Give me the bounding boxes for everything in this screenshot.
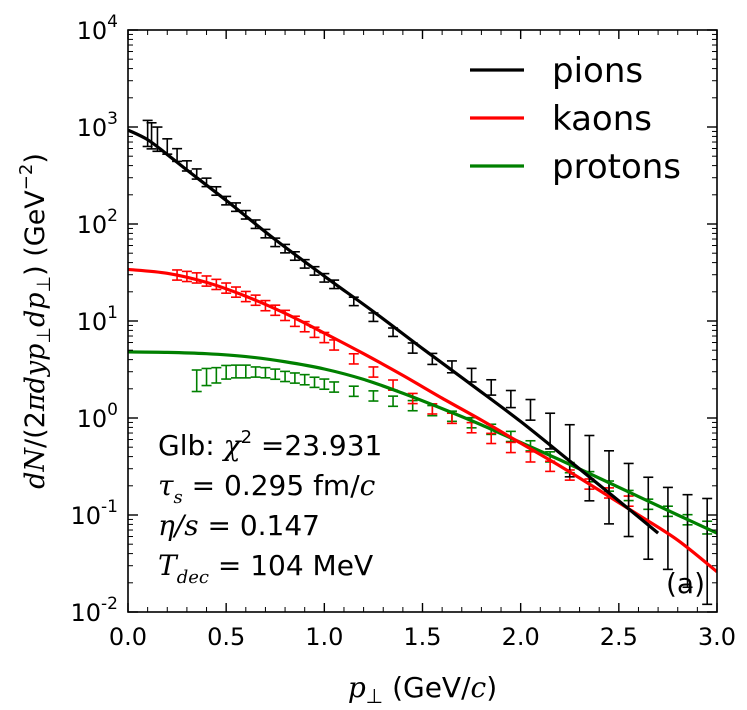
x-tick-label: 0.5 [207,623,245,651]
errorbar-protons [388,395,399,408]
series-pions-curve [128,128,660,535]
errorbar-protons [348,385,359,398]
errorbar-pions [525,398,536,421]
errorbar-pions [643,476,654,561]
errorbar-pions [682,493,693,589]
errorbar-protons [211,366,222,384]
errorbar-protons [329,381,340,393]
errorbar-protons [289,372,300,384]
annotation-line: Tdec = 104 MeV [158,549,373,588]
legend-item-protons: protons [470,147,681,187]
legend-label: pions [552,51,643,91]
errorbar-protons [270,368,281,381]
errorbar-pions [604,450,615,525]
errorbar-protons [309,376,320,389]
errorbar-pions [505,389,516,409]
x-tick-label: 1.0 [305,623,343,651]
x-axis-label: p⊥ (GeV/c) [348,671,497,708]
x-tick-label: 0.0 [109,623,147,651]
x-tick-label: 1.5 [403,623,441,651]
errorbar-kaons [348,352,359,365]
x-tick-label: 2.5 [600,623,638,651]
errorbar-kaons [505,441,516,454]
legend: pions kaons protons [470,51,681,187]
errorbar-pions [564,423,575,478]
errorbar-pions [584,434,595,502]
errorbar-protons [230,364,241,379]
legend-label: protons [552,147,681,187]
errorbar-pions [662,486,673,571]
errorbar-kaons [486,432,497,445]
series-protons-curve [128,350,717,535]
x-tick-label: 2.0 [502,623,540,651]
errorbar-protons [201,367,212,387]
errorbar-protons [280,370,291,383]
axes: 0.0 0.5 1.0 1.5 2.0 2.5 3.0 10-2 10-1 100 101 102 10… [16,12,736,708]
x-tick-label: 3.0 [698,623,736,651]
y-tick-label: 101 [77,303,118,336]
y-tick-label: 103 [77,109,118,142]
errorbar-protons [221,364,232,380]
errorbar-pions [702,497,713,606]
legend-item-pions: pions [470,51,643,91]
annotation-box: Glb: χ2 =23.931 τs = 0.295 fm/cη/s = 0.14… [158,427,705,600]
errorbar-protons [368,390,379,402]
y-tick-label: 102 [77,206,118,239]
y-tick-label: 10-2 [71,594,119,627]
errorbar-protons [299,373,310,386]
errorbar-protons [319,378,330,391]
errorbar-pions [146,121,157,150]
legend-label: kaons [552,99,652,139]
errorbar-protons [240,364,251,379]
errorbar-pions [623,462,634,538]
errorbar-protons [191,369,202,393]
annotation-line: η/s = 0.147 [158,509,320,542]
errorbar-kaons [368,366,379,378]
y-tick-label: 10-1 [71,497,119,530]
annotation-line: τs = 0.295 fm/c [158,469,376,508]
errorbar-protons [260,366,271,379]
y-axis-label: dN/(2πdyp⊥dp⊥) (GeV−2) [16,153,55,489]
legend-item-kaons: kaons [470,99,652,139]
panel-label: (a) [666,567,705,600]
annotation-line: Glb: χ2 =23.931 [158,427,382,462]
errorbar-protons [250,366,261,378]
y-tick-label: 104 [77,12,118,45]
y-tick-label: 100 [77,400,118,433]
plot-area [128,119,717,606]
